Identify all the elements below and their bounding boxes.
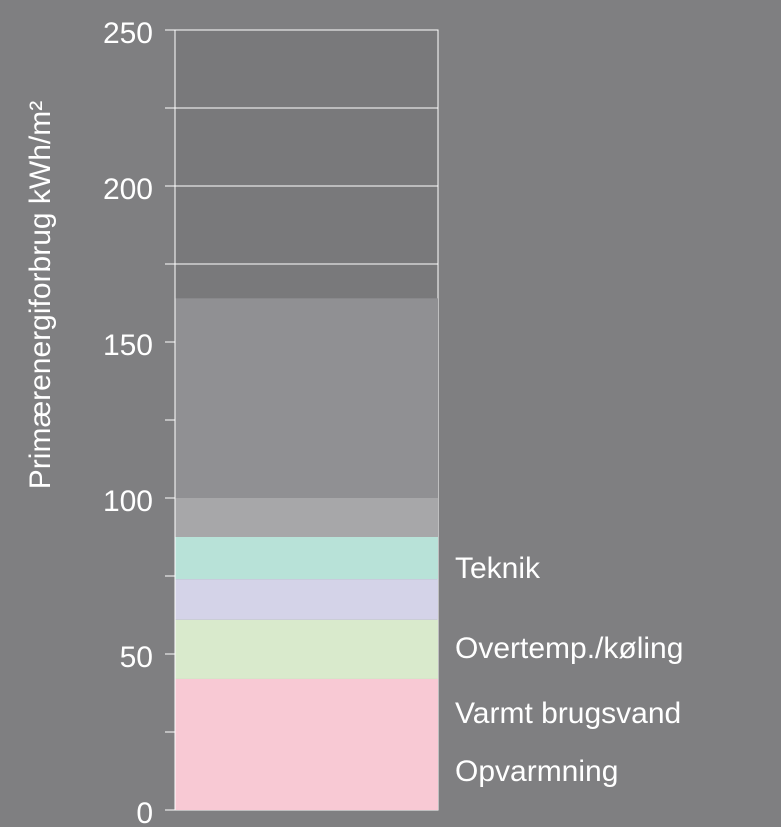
y-tick-label: 0 <box>136 797 153 827</box>
bar-segment <box>175 537 438 580</box>
legend-label: Overtemp./køling <box>455 632 683 665</box>
y-axis-label: Primærenergiforbrug kWh/m² <box>24 101 57 489</box>
legend-label: Varmt brugsvand <box>455 697 681 730</box>
y-tick-label: 250 <box>103 17 153 50</box>
y-tick-label: 200 <box>103 173 153 206</box>
bar-segment <box>175 498 438 537</box>
legend-label: Opvarmning <box>455 755 618 788</box>
y-tick-label: 100 <box>103 485 153 518</box>
bar-segment <box>175 298 438 498</box>
bar-segment <box>175 619 438 679</box>
y-tick-label: 150 <box>103 329 153 362</box>
y-tick-label: 50 <box>120 641 153 674</box>
bar-segment <box>175 579 438 620</box>
legend-label: Teknik <box>455 552 541 585</box>
bar-segment <box>175 678 438 810</box>
